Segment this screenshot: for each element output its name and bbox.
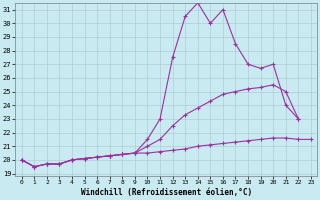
X-axis label: Windchill (Refroidissement éolien,°C): Windchill (Refroidissement éolien,°C) (81, 188, 252, 197)
